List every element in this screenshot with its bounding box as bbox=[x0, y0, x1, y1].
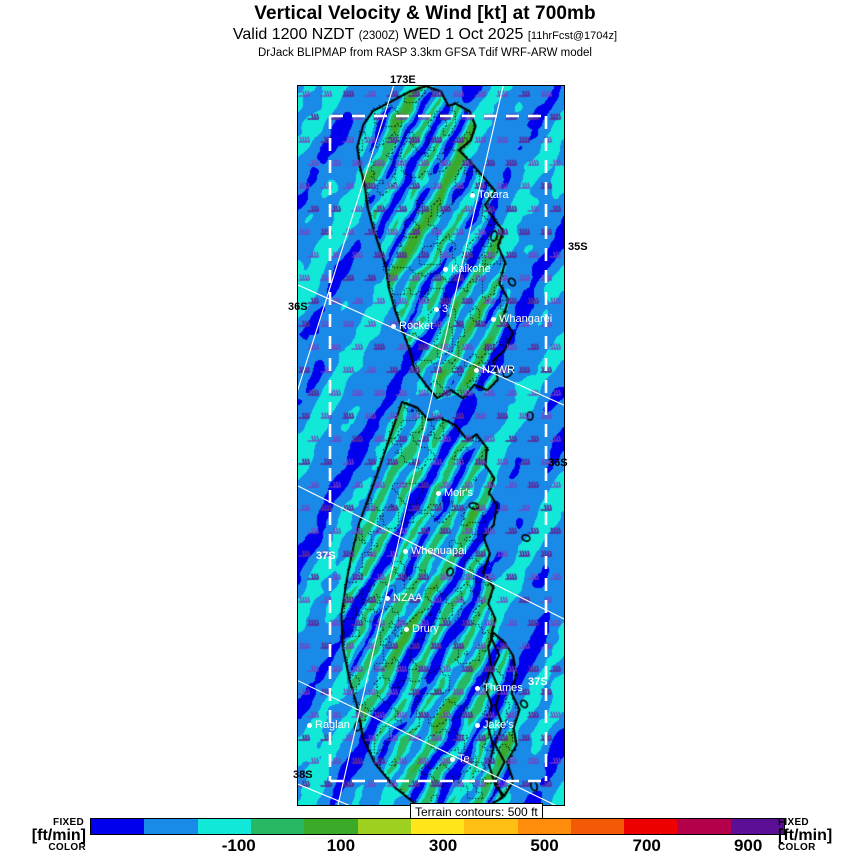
place-label-te: Te bbox=[450, 754, 470, 765]
colorbar-legend-left: FIXED [ft/min] COLOR bbox=[6, 818, 86, 860]
place-name: Kaikohe bbox=[451, 263, 491, 275]
place-name: Whenuapai bbox=[411, 545, 467, 557]
colorbar-segment-0 bbox=[91, 819, 145, 834]
model-subtitle: DrJack BLIPMAP from RASP 3.3km GFSA Tdif… bbox=[257, 47, 592, 59]
colorbar-wrap: -100 100 300 500 700 900 bbox=[0, 818, 850, 860]
colorbar-segment-8 bbox=[517, 819, 571, 834]
place-label-rocket: Rocket bbox=[391, 321, 433, 332]
colorbar-segment-1 bbox=[144, 819, 198, 834]
forecast-map[interactable]: Totara Kaikohe 3 Rocket Whangarei NZWR Moir's W… bbox=[297, 85, 565, 806]
colorbar-tick-0: -100 bbox=[221, 836, 256, 855]
place-marker-dot bbox=[307, 723, 312, 728]
color-label-right: COLOR bbox=[778, 842, 816, 853]
grid-label-36s: 36S bbox=[288, 301, 308, 313]
colorbar-segment-4 bbox=[304, 819, 358, 834]
grid-label-37s: 37S bbox=[316, 550, 336, 562]
place-label-whenuapai: Whenuapai bbox=[403, 546, 467, 557]
colorbar-tick-1: 100 bbox=[326, 836, 356, 855]
valid-utc: (2300Z) bbox=[358, 30, 399, 42]
colorbar-segment-7 bbox=[464, 819, 518, 834]
place-marker-dot bbox=[491, 317, 496, 322]
colorbar-ticks: -100 100 300 500 700 900 bbox=[90, 836, 785, 860]
place-marker-dot bbox=[391, 324, 396, 329]
grid-label-37s: 37S bbox=[528, 676, 548, 688]
place-name: Te bbox=[458, 753, 470, 765]
place-label-3: 3 bbox=[434, 304, 448, 315]
colorbar-legend-right: FIXED [ft/min] COLOR bbox=[778, 818, 850, 860]
place-name: NZAA bbox=[393, 592, 423, 604]
colorbar-tick-5: 900 bbox=[733, 836, 763, 855]
grid-label-173e: 173E bbox=[390, 74, 416, 86]
colorbar-tick-3: 500 bbox=[530, 836, 559, 855]
place-name: Totara bbox=[478, 189, 509, 201]
place-name: Rocket bbox=[399, 320, 434, 332]
place-label-nzaa: NZAA bbox=[385, 593, 422, 604]
color-label-left: COLOR bbox=[48, 842, 86, 853]
colorbar-segment-5 bbox=[357, 819, 411, 834]
place-label-jake-s: Jake's bbox=[475, 720, 514, 731]
place-name: NZWR bbox=[482, 364, 515, 376]
colorbar-segment-12 bbox=[730, 819, 785, 834]
colorbar[interactable] bbox=[90, 818, 785, 835]
vertical-velocity-raster bbox=[298, 86, 564, 805]
place-marker-dot bbox=[474, 368, 479, 373]
valid-prefix: Valid 1200 NZDT bbox=[232, 26, 355, 43]
place-marker-dot bbox=[475, 686, 480, 691]
place-marker-dot bbox=[470, 193, 475, 198]
chart-header: Vertical Velocity & Wind [kt] at 700mb V… bbox=[0, 0, 850, 60]
place-label-drury: Drury bbox=[404, 624, 439, 635]
units-label-right: [ft/min] bbox=[778, 827, 833, 844]
place-marker-dot bbox=[475, 723, 480, 728]
valid-time-line: Valid 1200 NZDT (2300Z) WED 1 Oct 2025 [… bbox=[0, 25, 850, 46]
grid-label-36s: 36S bbox=[548, 457, 568, 469]
page-title: Vertical Velocity & Wind [kt] at 700mb bbox=[254, 3, 596, 24]
place-marker-dot bbox=[404, 627, 409, 632]
grid-label-38s: 38S bbox=[293, 769, 313, 781]
colorbar-segment-3 bbox=[250, 819, 305, 834]
colorbar-segment-6 bbox=[410, 819, 465, 834]
place-name: Whangarei bbox=[499, 313, 553, 325]
colorbar-segment-11 bbox=[677, 819, 731, 834]
place-name: Moir's bbox=[444, 487, 473, 499]
place-marker-dot bbox=[436, 491, 441, 496]
place-label-whangarei: Whangarei bbox=[491, 314, 552, 325]
colorbar-tick-2: 300 bbox=[428, 836, 458, 855]
colorbar-segment-2 bbox=[197, 819, 251, 834]
fixed-label-right: FIXED bbox=[778, 817, 809, 828]
place-name: Thames bbox=[483, 682, 523, 694]
forecast-stamp: [11hrFcst@1704z] bbox=[527, 30, 618, 42]
place-name: Raglan bbox=[315, 719, 350, 731]
colorbar-segment-9 bbox=[570, 819, 625, 834]
units-label-left: [ft/min] bbox=[31, 827, 86, 844]
place-marker-dot bbox=[385, 596, 390, 601]
place-name: Drury bbox=[412, 623, 439, 635]
place-label-kaikohe: Kaikohe bbox=[443, 264, 491, 275]
place-marker-dot bbox=[434, 307, 439, 312]
place-label-thames: Thames bbox=[475, 683, 523, 694]
valid-date: WED 1 Oct 2025 bbox=[403, 26, 524, 43]
place-label-nzwr: NZWR bbox=[474, 365, 515, 376]
place-label-raglan: Raglan bbox=[307, 720, 350, 731]
place-marker-dot bbox=[450, 757, 455, 762]
grid-label-35s: 35S bbox=[568, 241, 588, 253]
place-name: 3 bbox=[442, 303, 449, 315]
place-label-moir-s: Moir's bbox=[436, 488, 473, 499]
colorbar-tick-4: 700 bbox=[632, 836, 661, 855]
place-name: Jake's bbox=[483, 719, 514, 731]
place-marker-dot bbox=[403, 549, 408, 554]
colorbar-segment-10 bbox=[624, 819, 678, 834]
place-marker-dot bbox=[443, 267, 448, 272]
fixed-label-left: FIXED bbox=[53, 817, 84, 828]
place-label-totara: Totara bbox=[470, 190, 509, 201]
